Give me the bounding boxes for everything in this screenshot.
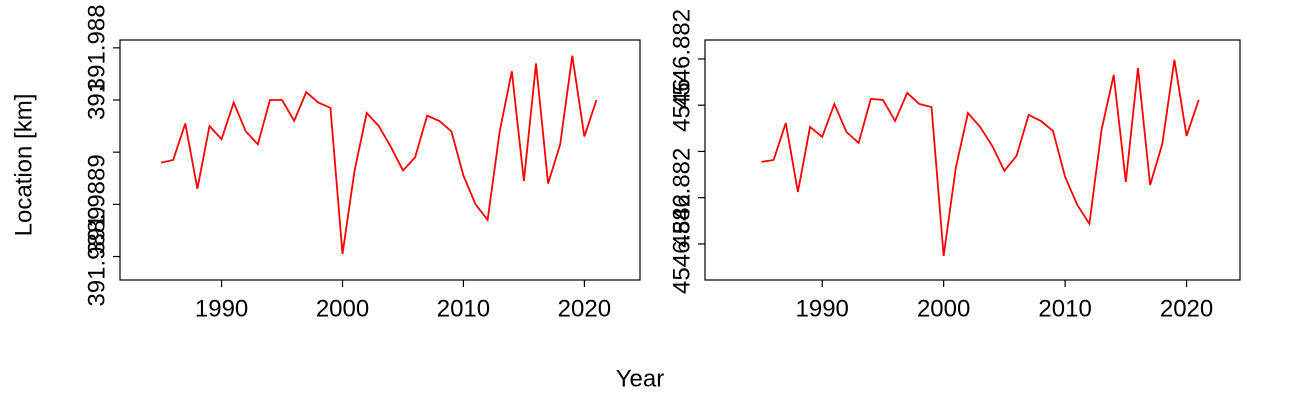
x-tick-label: 1990 [195,295,248,322]
data-line [160,55,598,255]
y-tick-label: 4546 [668,79,695,132]
x-tick-label: 2020 [1160,295,1213,322]
y-tick-label: 4546.882 [668,194,695,294]
x-axis-label: Year [616,365,665,392]
x-tick-label: 2000 [917,295,970,322]
y-tick-label: 391.9889 [83,154,110,254]
y-tick-label: 4546.882 [668,9,695,109]
y-tick-label: 391.9889 [83,206,110,306]
y-tick-label: 391 [83,80,110,120]
plot-frame [704,39,1241,281]
x-tick-label: 1990 [796,295,849,322]
plot-frame [119,39,641,281]
y-tick-label: 391.988 [83,4,110,91]
y-axis-label: Location [km] [10,94,37,237]
x-tick-label: 2020 [558,295,611,322]
x-tick-label: 2000 [316,295,369,322]
data-line [761,59,1200,257]
x-tick-label: 2010 [437,295,490,322]
y-tick-label: 4546.882 [668,148,695,248]
x-tick-label: 2010 [1038,295,1091,322]
